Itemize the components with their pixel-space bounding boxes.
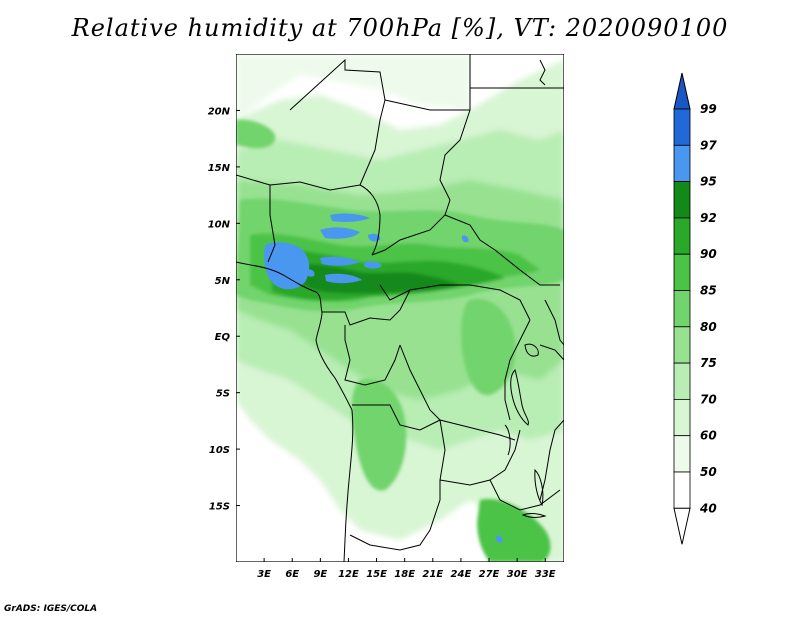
x-tick-label: 6E [285, 569, 299, 580]
colorbar-segment [673, 290, 691, 328]
country-borders [236, 54, 564, 562]
colorbar-segment [673, 326, 691, 364]
x-tick-label: 15E [366, 569, 387, 580]
colorbar-label: 50 [700, 465, 717, 479]
colorbar-segment [673, 181, 691, 219]
x-axis: 3E 6E 9E 12E 15E 18E 21E 24E 27E 30E 33E [257, 558, 556, 580]
x-tick-label: 33E [535, 569, 556, 580]
colorbar-label: 97 [700, 138, 717, 152]
x-tick-label: 12E [338, 569, 359, 580]
colorbar-segment [673, 144, 691, 183]
chart-title: Relative humidity at 700hPa [%], VT: 202… [71, 14, 729, 42]
humidity-field [236, 54, 564, 562]
colorbar-label: 85 [700, 284, 717, 298]
rh-contours-high [264, 213, 503, 543]
colorbar-segment [673, 108, 691, 146]
y-tick-label: 20N [208, 106, 231, 117]
y-tick-label: 5N [215, 276, 231, 287]
grads-credit: GrADS: IGES/COLA [4, 604, 98, 614]
colorbar-segment [673, 253, 691, 291]
y-tick-label: 10S [209, 445, 230, 456]
y-tick-label: 10N [208, 219, 231, 230]
x-tick-label: 9E [313, 569, 327, 580]
colorbar-top-arrow [673, 72, 691, 110]
colorbar: 99 97 95 92 90 85 80 75 70 60 50 40 [673, 72, 717, 545]
colorbar-segment [673, 362, 691, 400]
colorbar-segment [673, 217, 691, 255]
colorbar-label: 95 [700, 175, 717, 189]
colorbar-label: 90 [700, 247, 717, 261]
y-tick-label: EQ [215, 332, 231, 343]
x-tick-label: 18E [394, 569, 415, 580]
x-tick-label: 24E [451, 569, 472, 580]
y-axis: 20N 15N 10N 5N EQ 5S 10S 15S [208, 106, 240, 513]
y-tick-label: 15N [208, 163, 231, 174]
x-tick-label: 21E [422, 569, 443, 580]
colorbar-segment [673, 471, 691, 509]
colorbar-label: 70 [700, 392, 717, 406]
x-tick-label: 3E [257, 569, 271, 580]
x-tick-label: 27E [479, 569, 500, 580]
rh-contours-mid [236, 119, 564, 562]
colorbar-label: 60 [700, 429, 717, 443]
colorbar-bottom-arrow [673, 507, 691, 545]
y-tick-label: 5S [216, 389, 230, 400]
colorbar-label: 75 [700, 356, 717, 370]
colorbar-segment [673, 398, 691, 437]
colorbar-label: 92 [700, 211, 717, 225]
colorbar-label: 40 [699, 501, 717, 515]
colorbar-label: 99 [700, 102, 717, 116]
x-tick-label: 30E [507, 569, 528, 580]
colorbar-segment [673, 435, 691, 473]
colorbar-label: 80 [700, 320, 717, 334]
y-tick-label: 15S [209, 502, 230, 513]
